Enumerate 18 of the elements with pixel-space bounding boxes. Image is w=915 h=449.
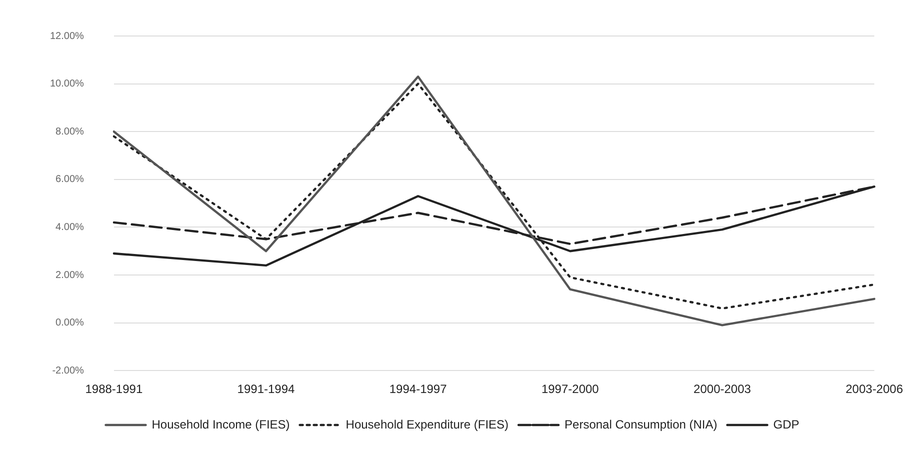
y-tick-label: 8.00% <box>56 126 84 138</box>
x-tick-label: 1988-1991 <box>85 382 143 396</box>
y-tick-label: 2.00% <box>56 270 84 281</box>
y-tick-label: 6.00% <box>56 174 84 186</box>
legend-label: Household Income (FIES) <box>152 417 290 432</box>
legend-label: Household Expenditure (FIES) <box>346 417 509 432</box>
y-tick-label: 4.00% <box>56 222 84 233</box>
x-tick-label: 1994-1997 <box>389 382 448 396</box>
x-tick-label: 2003-2006 <box>846 382 904 396</box>
legend-label: Personal Consumption (NIA) <box>564 417 718 432</box>
x-tick-label: 1997-2000 <box>541 382 600 396</box>
x-tick-label: 2000-2003 <box>694 382 752 396</box>
y-tick-label: 0.00% <box>56 318 84 329</box>
y-tick-label: 12.00% <box>50 30 84 42</box>
x-tick-label: 1991-1994 <box>237 382 296 396</box>
y-tick-label: -2.00% <box>52 365 84 376</box>
legend-label: GDP <box>773 417 800 432</box>
y-tick-label: 10.00% <box>50 78 84 90</box>
